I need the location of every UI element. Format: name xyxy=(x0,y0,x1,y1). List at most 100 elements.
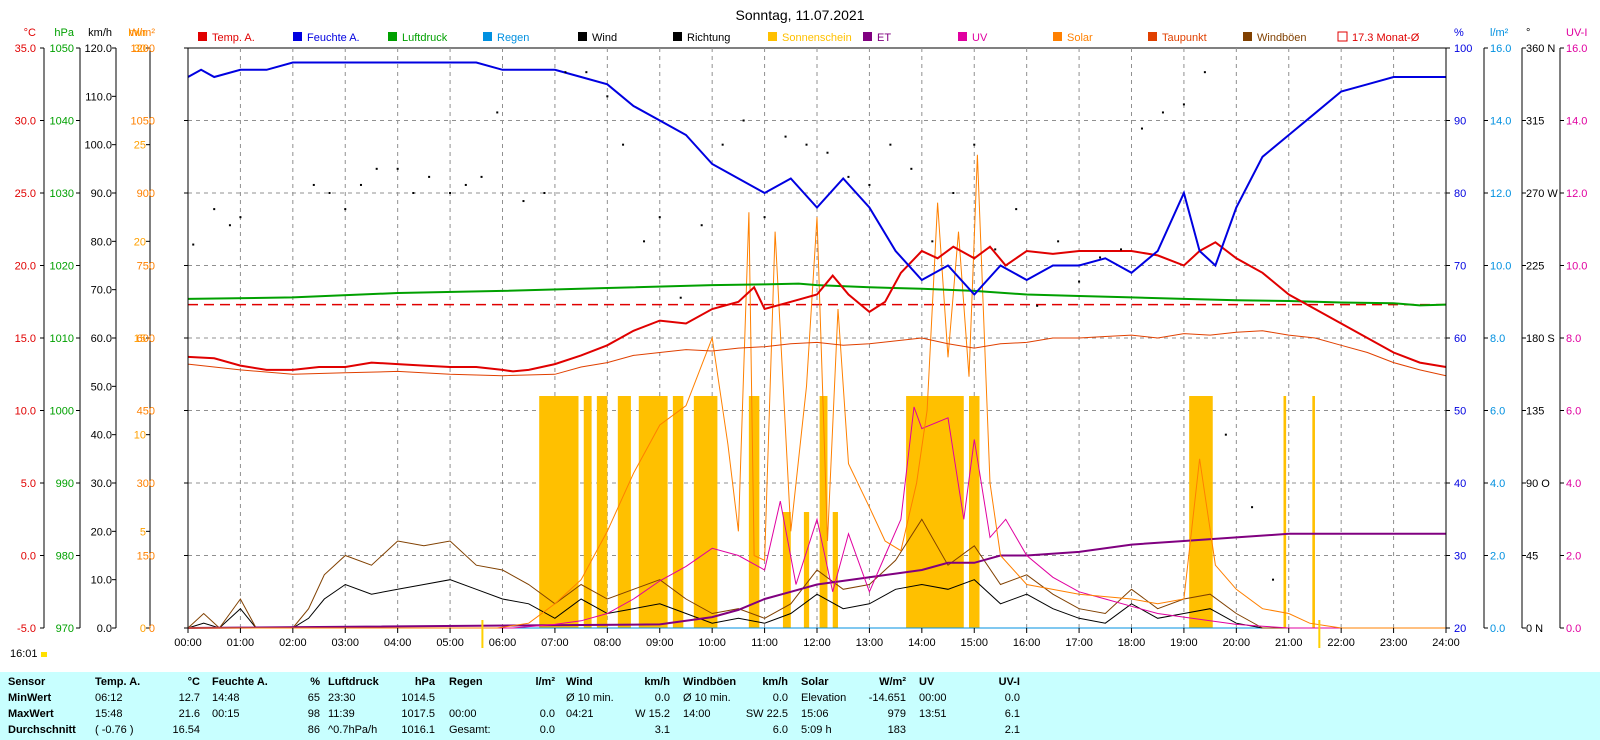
stats-max-press-t: 11:39 xyxy=(328,708,355,720)
x-tick-label: 12:00 xyxy=(803,637,831,649)
axis-unit-rain: l/m² xyxy=(1490,27,1509,39)
axis-tick-label-direction: 225 xyxy=(1526,261,1544,273)
sunshine-bar xyxy=(596,396,608,628)
axis-tick-label-wind: 0.0 xyxy=(97,623,112,635)
x-tick-label: 00:00 xyxy=(174,637,202,649)
stats-min-hum-v: 65 xyxy=(307,692,320,704)
x-tick-label: 10:00 xyxy=(698,637,726,649)
legend-swatch xyxy=(958,32,967,41)
wind-direction-dots xyxy=(192,71,1275,581)
direction-point xyxy=(847,175,850,178)
axis-tick-label-uv: 0.0 xyxy=(1566,623,1581,635)
legend-swatch xyxy=(673,32,682,41)
stats-avg-temp-t: ( -0.76 ) xyxy=(95,724,134,736)
axis-tick-label-wind: 30.0 xyxy=(91,478,112,490)
direction-point xyxy=(480,175,483,178)
x-tick-label: 13:00 xyxy=(856,637,884,649)
legend-label: Taupunkt xyxy=(1162,32,1207,44)
axis-tick-label-rain: 0.0 xyxy=(1490,623,1505,635)
direction-point xyxy=(328,192,331,194)
legend-label: UV xyxy=(972,32,988,44)
axis-tick-label-wind: 20.0 xyxy=(91,526,112,538)
legend-swatch xyxy=(198,32,207,41)
axis-tick-label-wind: 60.0 xyxy=(91,333,112,345)
sunshine-bar xyxy=(906,396,964,628)
axis-tick-label-uv: 8.0 xyxy=(1566,333,1581,345)
direction-point xyxy=(910,167,913,170)
axis-tick-label-sunshine: 30 xyxy=(134,43,146,55)
stats-avg-wind-v: 3.1 xyxy=(654,724,670,736)
axis-tick-label-pressure: 1040 xyxy=(50,116,74,128)
sunshine-bar xyxy=(819,396,828,628)
legend-swatch xyxy=(1053,32,1062,41)
axis-tick-label-temp: 20.0 xyxy=(15,261,36,273)
direction-point xyxy=(1078,280,1081,283)
direction-point xyxy=(826,151,829,154)
direction-point xyxy=(1015,208,1018,211)
stats-header-gust-unit: km/h xyxy=(762,676,788,688)
axis-tick-label-solar: 900 xyxy=(137,188,155,200)
axis-tick-label-humidity: 80 xyxy=(1454,188,1466,200)
direction-point xyxy=(1140,127,1143,130)
series-line-solar xyxy=(188,154,1446,629)
stats-min-solar-t: Elevation xyxy=(801,692,847,704)
axis-tick-label-wind: 40.0 xyxy=(91,430,112,442)
direction-point xyxy=(658,216,661,219)
axis-tick-label-humidity: 70 xyxy=(1454,261,1466,273)
direction-point xyxy=(973,143,976,146)
x-tick-label: 16:00 xyxy=(1013,637,1041,649)
direction-point xyxy=(622,143,625,146)
axis-tick-label-direction: 135 xyxy=(1526,406,1544,418)
series-line-luftdruck xyxy=(187,282,1447,307)
axis-tick-label-temp: 10.0 xyxy=(15,406,36,418)
x-tick-label: 15:00 xyxy=(960,637,988,649)
direction-point xyxy=(375,167,378,170)
legend-label: Sonnenschein xyxy=(782,32,852,44)
axis-tick-label-sunshine: 15 xyxy=(134,333,146,345)
statistics-table: Sensor Temp. A. °C Feuchte A. % Luftdruc… xyxy=(0,672,1600,740)
x-tick-label: 01:00 xyxy=(227,637,255,649)
stats-max-hum-t: 00:15 xyxy=(212,708,240,720)
direction-point xyxy=(1161,111,1164,114)
stats-header-wind: Wind xyxy=(566,676,593,688)
axis-tick-label-pressure: 970 xyxy=(56,623,74,635)
stats-min-hum-t: 14:48 xyxy=(212,692,240,704)
series-line-et xyxy=(187,532,1446,629)
direction-point xyxy=(931,240,934,243)
axis-tick-label-uv: 6.0 xyxy=(1566,406,1581,418)
x-tick-label: 24:00 xyxy=(1432,637,1460,649)
x-tick-label: 11:00 xyxy=(751,637,778,649)
direction-point xyxy=(1251,506,1254,509)
direction-point xyxy=(359,183,362,186)
sunshine-bar xyxy=(693,396,718,628)
stats-header-gust: Windböen xyxy=(683,676,737,688)
axis-tick-label-pressure: 1020 xyxy=(50,261,74,273)
axis-tick-label-pressure: 980 xyxy=(56,551,74,563)
axis-tick-label-solar: 1050 xyxy=(131,116,155,128)
stats-min-gust-t: Ø 10 min. xyxy=(683,692,731,704)
stats-min-temp-v: 12.7 xyxy=(178,692,200,704)
axis-tick-label-direction: 180 S xyxy=(1526,333,1555,345)
axis-tick-label-wind: 100.0 xyxy=(84,140,112,152)
direction-point xyxy=(1272,578,1275,581)
direction-point xyxy=(449,192,452,194)
axis-tick-label-direction: 0 N xyxy=(1526,623,1543,635)
legend-swatch xyxy=(388,32,397,41)
axis-unit-direction: ° xyxy=(1526,27,1530,39)
sunshine-bar xyxy=(638,396,668,628)
stats-avg-hum-v: 86 xyxy=(307,724,320,736)
axis-tick-label-humidity: 50 xyxy=(1454,406,1466,418)
axis-tick-label-direction: 90 O xyxy=(1526,478,1550,490)
stats-header-hum-unit: % xyxy=(310,676,320,688)
direction-point xyxy=(312,183,315,186)
axis-tick-label-solar: 300 xyxy=(137,478,155,490)
stats-min-gust-v: 0.0 xyxy=(772,692,788,704)
axis-tick-label-wind: 50.0 xyxy=(91,381,112,393)
axis-tick-label-direction: 315 xyxy=(1526,116,1544,128)
stats-min-press-v: 1014.5 xyxy=(401,692,435,704)
axis-tick-label-temp: 5.0 xyxy=(21,478,36,490)
direction-point xyxy=(868,183,871,186)
stats-header-rain: Regen xyxy=(449,676,483,688)
direction-point xyxy=(1120,248,1123,251)
series-line-wind xyxy=(187,579,1446,629)
